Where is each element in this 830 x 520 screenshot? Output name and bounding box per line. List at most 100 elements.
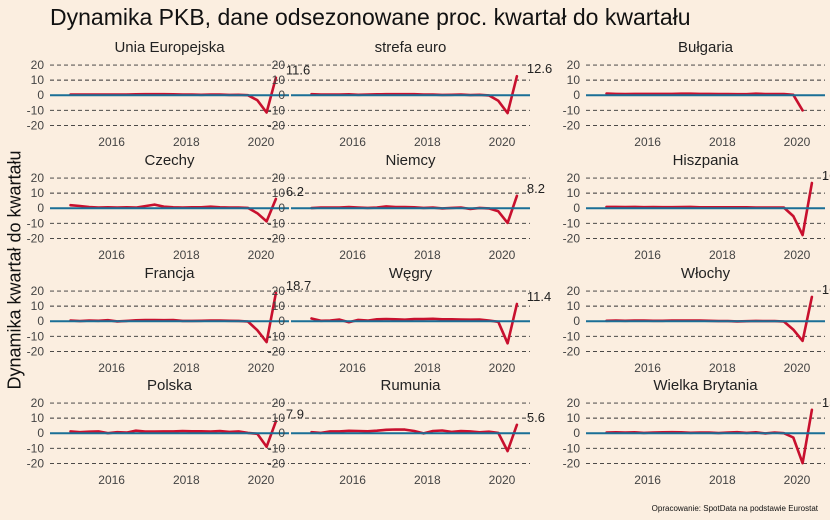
y-tick-label: 20 — [31, 171, 45, 185]
y-tick-label: 10 — [567, 73, 581, 87]
y-tick-label: -10 — [563, 441, 581, 455]
y-tick-label: 10 — [567, 411, 581, 425]
series-line — [310, 423, 519, 453]
y-tick-label: 0 — [278, 201, 285, 215]
y-tick-label: 20 — [31, 58, 45, 72]
x-tick-label: 2020 — [248, 248, 275, 262]
y-tick-label: 0 — [573, 314, 580, 328]
series-line — [69, 197, 278, 223]
y-tick-label: -10 — [563, 216, 581, 230]
x-tick-label: 2016 — [98, 473, 125, 487]
series-line — [310, 194, 519, 225]
series-line — [605, 92, 804, 112]
y-tick-label: -10 — [27, 329, 45, 343]
end-value-label: 7.9 — [286, 406, 304, 421]
end-value-label: 5.6 — [527, 410, 545, 425]
y-tick-label: -10 — [268, 216, 286, 230]
series-line — [69, 291, 278, 344]
y-tick-label: 20 — [567, 58, 581, 72]
x-tick-label: 2016 — [339, 248, 366, 262]
x-tick-label: 2016 — [634, 361, 661, 375]
y-tick-label: 10 — [31, 73, 45, 87]
y-tick-label: 20 — [31, 284, 45, 298]
end-value-label: 15.5 — [822, 395, 830, 410]
y-tick-label: 20 — [272, 58, 286, 72]
series-line — [605, 295, 814, 343]
y-tick-label: -20 — [27, 231, 45, 245]
x-tick-label: 2016 — [339, 361, 366, 375]
x-tick-label: 2018 — [173, 135, 200, 149]
y-tick-label: 20 — [567, 171, 581, 185]
y-tick-label: 10 — [567, 186, 581, 200]
y-tick-label: -20 — [563, 231, 581, 245]
x-tick-label: 2020 — [489, 248, 516, 262]
y-tick-label: 10 — [31, 186, 45, 200]
x-tick-label: 2016 — [339, 135, 366, 149]
x-tick-label: 2018 — [173, 473, 200, 487]
x-tick-label: 2020 — [489, 135, 516, 149]
x-tick-label: 2020 — [248, 135, 275, 149]
y-tick-label: -20 — [563, 344, 581, 358]
y-tick-label: -20 — [268, 344, 286, 358]
x-tick-label: 2016 — [98, 248, 125, 262]
x-tick-label: 2016 — [98, 361, 125, 375]
y-tick-label: 0 — [573, 88, 580, 102]
end-value-label: 12.6 — [527, 61, 552, 76]
y-tick-label: 10 — [272, 299, 286, 313]
y-tick-label: 0 — [37, 201, 44, 215]
x-tick-label: 2020 — [784, 248, 811, 262]
panel-title: Wielka Brytania — [653, 377, 758, 394]
x-tick-label: 2018 — [414, 248, 441, 262]
y-tick-label: -10 — [563, 329, 581, 343]
y-tick-label: -10 — [268, 103, 286, 117]
panel-title: Niemcy — [385, 152, 436, 169]
end-value-label: 6.2 — [286, 184, 304, 199]
y-tick-label: -20 — [27, 118, 45, 132]
y-tick-label: -20 — [27, 456, 45, 470]
x-tick-label: 2020 — [784, 473, 811, 487]
x-tick-label: 2018 — [709, 361, 736, 375]
y-tick-label: -10 — [268, 441, 286, 455]
end-value-label: 16.7 — [822, 168, 830, 183]
end-value-label: 18.7 — [286, 278, 311, 293]
end-value-label: 16.1 — [822, 282, 830, 297]
y-tick-label: 10 — [567, 299, 581, 313]
y-tick-label: 0 — [278, 88, 285, 102]
x-tick-label: 2016 — [98, 135, 125, 149]
panel-title: Bułgaria — [678, 39, 734, 56]
x-tick-label: 2020 — [784, 361, 811, 375]
x-tick-label: 2016 — [339, 473, 366, 487]
y-tick-label: 0 — [573, 426, 580, 440]
y-tick-label: 0 — [573, 201, 580, 215]
y-tick-label: -20 — [268, 118, 286, 132]
y-tick-label: 10 — [272, 411, 286, 425]
y-tick-label: 20 — [272, 396, 286, 410]
y-tick-label: -10 — [27, 216, 45, 230]
panel-title: Węgry — [389, 265, 433, 282]
x-tick-label: 2020 — [489, 361, 516, 375]
y-tick-label: -20 — [268, 456, 286, 470]
end-value-label: 8.2 — [527, 181, 545, 196]
y-tick-label: 20 — [272, 171, 286, 185]
x-tick-label: 2018 — [709, 135, 736, 149]
end-value-label: 11.6 — [286, 63, 310, 78]
x-tick-label: 2020 — [248, 361, 275, 375]
x-tick-label: 2020 — [248, 473, 275, 487]
x-tick-label: 2018 — [414, 135, 441, 149]
y-tick-label: 10 — [272, 186, 286, 200]
y-tick-label: -10 — [268, 329, 286, 343]
y-tick-label: 20 — [272, 284, 286, 298]
x-tick-label: 2016 — [634, 248, 661, 262]
y-tick-label: -20 — [563, 456, 581, 470]
source-caption: Opracowanie: SpotData na podstawie Euros… — [651, 504, 818, 513]
series-line — [310, 302, 519, 345]
x-tick-label: 2018 — [414, 361, 441, 375]
y-tick-label: 0 — [37, 426, 44, 440]
